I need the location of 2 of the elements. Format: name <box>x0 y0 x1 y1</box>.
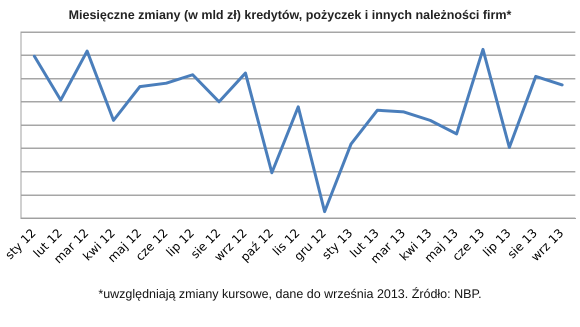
chart-title: Miesięczne zmiany (w mld zł) kredytów, pożyczek i innych należności firm* <box>68 7 512 24</box>
text: *uwzględniają zmiany kursowe, dane do września 2013. Źródło: NBP. <box>97 287 483 301</box>
